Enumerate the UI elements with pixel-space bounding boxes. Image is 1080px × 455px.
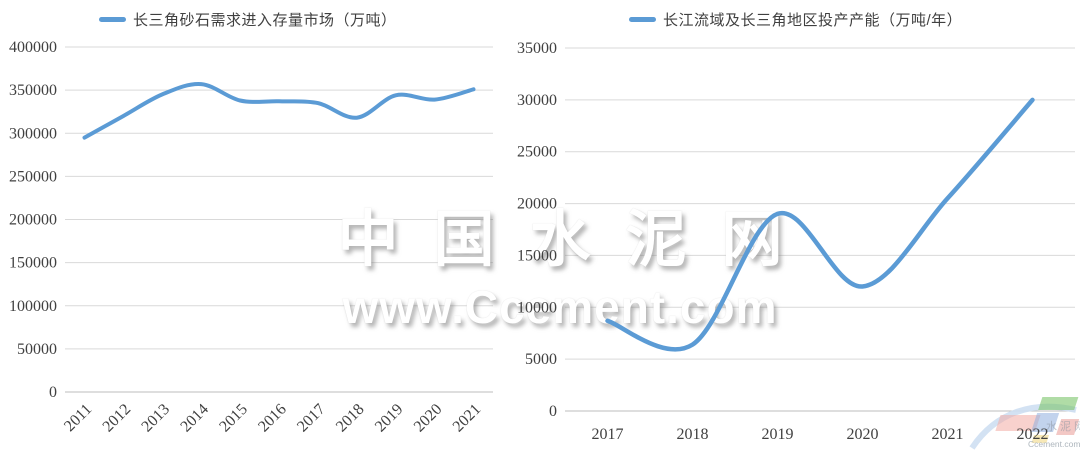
- svg-text:400000: 400000: [9, 39, 57, 56]
- svg-text:150000: 150000: [9, 255, 57, 272]
- svg-text:0: 0: [49, 384, 57, 401]
- svg-text:2019: 2019: [372, 401, 407, 436]
- svg-text:2011: 2011: [61, 401, 95, 435]
- svg-text:2020: 2020: [411, 401, 446, 436]
- svg-text:2013: 2013: [138, 401, 173, 436]
- svg-text:2017: 2017: [592, 426, 624, 443]
- legend-right-label: 长江流域及长三角地区投产产能（万吨/年）: [663, 12, 963, 29]
- logo-blue-block: [1031, 413, 1060, 432]
- svg-text:200000: 200000: [9, 212, 57, 229]
- svg-text:15000: 15000: [517, 247, 557, 264]
- svg-text:25000: 25000: [517, 144, 557, 161]
- line-series-icon: [629, 17, 656, 22]
- legend-right: 长江流域及长三角地区投产产能（万吨/年）: [629, 9, 962, 30]
- svg-text:30000: 30000: [517, 92, 557, 109]
- svg-text:250000: 250000: [9, 168, 57, 185]
- svg-text:20000: 20000: [517, 196, 557, 213]
- svg-text:2021: 2021: [932, 426, 964, 443]
- ccement-logo: 水泥网 Ccement.com: [969, 397, 1080, 450]
- svg-text:350000: 350000: [9, 82, 57, 99]
- logo-faint-cjk-text: 水泥网: [1046, 420, 1080, 433]
- svg-text:2012: 2012: [100, 401, 135, 436]
- svg-text:2018: 2018: [333, 401, 368, 436]
- legend-left-label: 长三角砂石需求进入存量市场（万吨）: [133, 12, 397, 29]
- svg-text:2022: 2022: [1017, 426, 1049, 443]
- svg-text:2016: 2016: [255, 401, 290, 436]
- legend-left: 长三角砂石需求进入存量市场（万吨）: [99, 9, 397, 30]
- svg-text:2017: 2017: [294, 401, 329, 436]
- svg-text:0: 0: [549, 403, 557, 420]
- svg-text:50000: 50000: [17, 341, 57, 358]
- svg-text:300000: 300000: [9, 125, 57, 142]
- logo-red-block: [1056, 419, 1080, 435]
- svg-text:2020: 2020: [847, 426, 879, 443]
- svg-text:100000: 100000: [9, 298, 57, 315]
- line-series-icon: [99, 17, 126, 22]
- logo-yellow-block: [1031, 435, 1050, 443]
- svg-text:2015: 2015: [216, 401, 251, 436]
- svg-text:35000: 35000: [517, 40, 557, 57]
- svg-text:5000: 5000: [525, 351, 557, 368]
- svg-text:2021: 2021: [450, 401, 485, 436]
- svg-text:2019: 2019: [762, 426, 794, 443]
- logo-pink-block: [995, 415, 1041, 431]
- logo-blocks-icon: [995, 397, 1080, 443]
- logo-site-caption: Ccement.com: [1028, 439, 1080, 449]
- svg-text:2018: 2018: [677, 426, 709, 443]
- logo-green-block: [1038, 397, 1079, 410]
- svg-text:2014: 2014: [177, 401, 212, 436]
- svg-text:10000: 10000: [517, 299, 557, 316]
